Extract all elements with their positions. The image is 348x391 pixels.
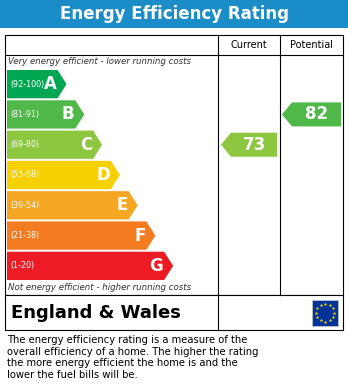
Text: E: E: [116, 196, 128, 214]
Text: (21-38): (21-38): [10, 231, 39, 240]
Text: 73: 73: [242, 136, 266, 154]
Text: (69-80): (69-80): [10, 140, 39, 149]
Bar: [5, 35, 343, 295]
Polygon shape: [7, 70, 66, 98]
Text: (1-20): (1-20): [10, 261, 34, 270]
Text: D: D: [96, 166, 110, 184]
Text: (81-91): (81-91): [10, 110, 39, 119]
Polygon shape: [7, 191, 137, 219]
Text: Very energy efficient - lower running costs: Very energy efficient - lower running co…: [8, 57, 191, 66]
Polygon shape: [7, 252, 173, 280]
Text: G: G: [149, 257, 163, 275]
Text: (92-100): (92-100): [10, 80, 44, 89]
Polygon shape: [7, 221, 156, 250]
Polygon shape: [7, 131, 102, 159]
Text: Current: Current: [231, 40, 267, 50]
Text: Potential: Potential: [290, 40, 333, 50]
Text: Energy Efficiency Rating: Energy Efficiency Rating: [60, 5, 288, 23]
Text: (39-54): (39-54): [10, 201, 39, 210]
Bar: [5, 295, 343, 330]
Text: (55-68): (55-68): [10, 170, 39, 179]
Text: B: B: [62, 106, 74, 124]
Bar: [312, 300, 338, 325]
Bar: [0, 0, 348, 28]
Text: 82: 82: [305, 106, 328, 124]
Text: A: A: [44, 75, 57, 93]
Text: England & Wales: England & Wales: [11, 303, 181, 321]
Polygon shape: [7, 161, 120, 189]
Text: Not energy efficient - higher running costs: Not energy efficient - higher running co…: [8, 283, 191, 292]
Text: F: F: [134, 226, 145, 245]
Polygon shape: [282, 102, 341, 126]
Polygon shape: [7, 100, 84, 129]
Text: The energy efficiency rating is a measure of the
overall efficiency of a home. T: The energy efficiency rating is a measur…: [7, 335, 259, 380]
Text: C: C: [80, 136, 92, 154]
Polygon shape: [221, 133, 277, 157]
